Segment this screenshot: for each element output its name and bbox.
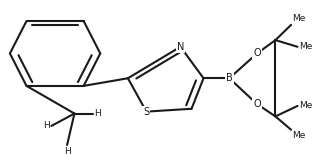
Text: H: H: [43, 121, 50, 130]
Text: Me: Me: [299, 101, 312, 110]
Text: B: B: [226, 73, 233, 83]
Text: H: H: [64, 147, 71, 156]
Text: Me: Me: [293, 14, 306, 23]
Text: S: S: [143, 107, 149, 117]
Text: O: O: [253, 99, 261, 109]
Text: O: O: [253, 48, 261, 58]
Text: Me: Me: [293, 131, 306, 140]
Text: H: H: [94, 109, 101, 118]
Text: N: N: [177, 42, 184, 52]
Text: Me: Me: [299, 42, 312, 51]
